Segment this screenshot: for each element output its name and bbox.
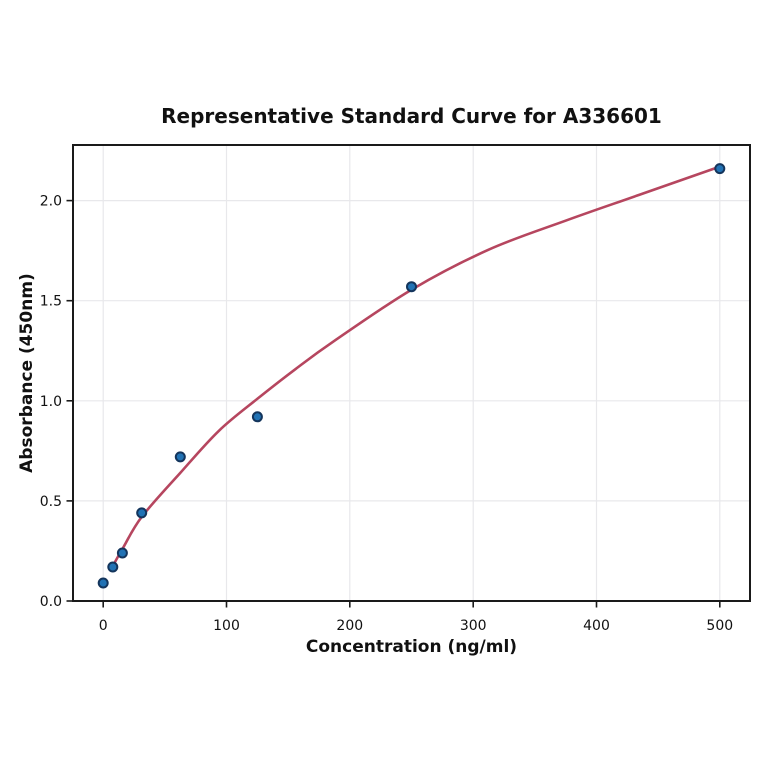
y-axis-label: Absorbance (450nm) bbox=[17, 273, 37, 473]
y-tick-label: 1.0 bbox=[40, 394, 62, 410]
x-tick-label: 100 bbox=[213, 618, 240, 634]
chart-title: Representative Standard Curve for A33660… bbox=[161, 104, 662, 128]
fitted-curve bbox=[111, 165, 722, 568]
data-point bbox=[714, 163, 726, 175]
x-tick-label: 500 bbox=[706, 618, 733, 634]
plot-border bbox=[72, 144, 751, 602]
y-tick-label: 0.5 bbox=[40, 494, 62, 510]
x-axis-label: Concentration (ng/ml) bbox=[305, 637, 518, 657]
x-tick-label: 400 bbox=[583, 618, 610, 634]
x-tick-label: 200 bbox=[336, 618, 363, 634]
data-point bbox=[251, 411, 263, 423]
data-point bbox=[406, 281, 417, 293]
y-tick-label: 0.0 bbox=[40, 594, 62, 610]
x-tick-label: 0 bbox=[99, 618, 108, 634]
x-tick-label: 300 bbox=[460, 618, 487, 634]
data-point bbox=[136, 507, 148, 519]
data-point bbox=[174, 451, 186, 463]
data-point bbox=[107, 561, 119, 573]
y-tick-label: 1.5 bbox=[40, 294, 62, 310]
data-point bbox=[97, 577, 109, 589]
data-point bbox=[116, 547, 128, 559]
y-tick-label: 2.0 bbox=[40, 194, 62, 210]
